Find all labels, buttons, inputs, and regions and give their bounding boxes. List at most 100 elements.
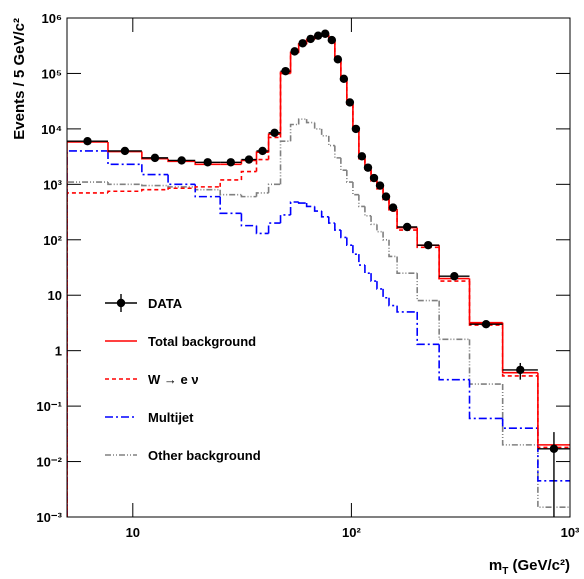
histogram-bin [107,190,142,193]
histogram-bin [501,384,538,446]
histogram-bin [376,281,384,290]
histogram-bin [67,141,108,517]
histogram-bin [141,151,169,160]
histogram-bin [438,300,470,341]
histogram-bin [537,372,570,446]
data-point [226,158,236,167]
data-point [270,128,279,138]
histogram-bin [305,203,315,208]
histogram-bin [240,194,257,198]
histogram-bin [370,215,377,226]
x-tick-label: 10 [126,525,140,540]
histogram-bin [352,182,359,196]
x-title-unit: (GeV/c²) [508,557,570,574]
y-tick-label: 1 [55,344,62,359]
histogram-bin [346,237,353,246]
histogram-bin [219,179,242,187]
histogram-bin [219,189,242,196]
histogram-bin [416,230,440,249]
histogram-bin [167,187,196,190]
legend-label: Other background [148,448,261,463]
histogram-bin [358,254,365,266]
data-point [357,152,367,161]
histogram-bin [388,297,398,307]
histogram-bin [382,288,390,299]
histogram-bin [501,322,538,374]
histogram-bin [416,273,440,302]
data-point [281,66,290,76]
data-point [450,272,459,281]
x-title-symbol: m [489,557,502,574]
histogram-bin [167,174,196,186]
histogram-bin [438,344,470,381]
histogram-bin [388,239,398,258]
histogram-bin [107,182,142,186]
data-point [306,34,315,44]
histogram-bin [364,206,372,217]
histogram-bin [396,256,418,274]
legend-label: W → e ν [148,372,199,387]
histogram-bin [334,145,341,159]
histogram-bin [352,245,359,255]
data-point [516,365,525,375]
histogram-bin [67,192,108,517]
y-tick-label: 10² [43,233,62,248]
histogram-bin [194,184,221,198]
data-point [345,98,355,107]
y-tick-label: 10³ [43,177,62,192]
histogram-bin [416,311,440,346]
y-axis-title: Events / 5 GeV/c² [11,18,28,140]
histogram-bin [320,211,329,218]
histogram-bin [327,135,335,147]
histogram-bin [438,245,470,280]
data-point [177,156,186,165]
x-axis-title: mT (GeV/c²) [489,557,570,577]
data-point [327,35,337,45]
histogram-bin [297,202,307,204]
histogram-bin [289,201,299,215]
histogram-bin [327,216,335,224]
data-point [423,240,433,250]
data-point [339,74,349,84]
data-point [333,55,343,64]
histogram-bin [376,224,384,233]
histogram-bin [255,192,269,197]
legend-label: DATA [148,296,183,311]
y-tick-label: 10 [48,288,62,303]
histogram-bin [340,157,347,171]
data-point [83,136,92,146]
histogram-bin [396,305,418,313]
data-point [363,163,373,172]
legend-label: Total background [148,334,256,349]
y-tick-label: 10⁻³ [36,510,62,525]
histogram-bin [537,428,570,482]
histogram-bin [501,418,538,429]
data-point [351,124,361,134]
histogram-bin [313,122,322,130]
histogram-bin [107,150,142,166]
histogram-bin [167,185,196,188]
data-point [244,155,254,164]
data-point [290,47,299,56]
histogram-bin [346,170,353,183]
histogram-bin [468,278,503,324]
histogram-bin [167,158,196,163]
y-tick-label: 10⁻² [36,455,62,470]
data-point [402,222,412,232]
histogram-bin [340,230,347,239]
histogram-bin [370,273,377,282]
histogram-bin [141,184,169,187]
data-point [321,29,330,38]
data-point [203,158,212,167]
histogram-bin [297,118,307,125]
legend-label: Multijet [148,410,194,425]
data-point [120,146,130,156]
histogram-bin [289,123,299,142]
histogram-bin [305,119,315,124]
histogram-bin [279,140,291,185]
data-point [313,31,323,40]
x-tick-label: 10³ [561,525,580,540]
data-point [375,181,385,190]
plot-area [67,29,570,517]
